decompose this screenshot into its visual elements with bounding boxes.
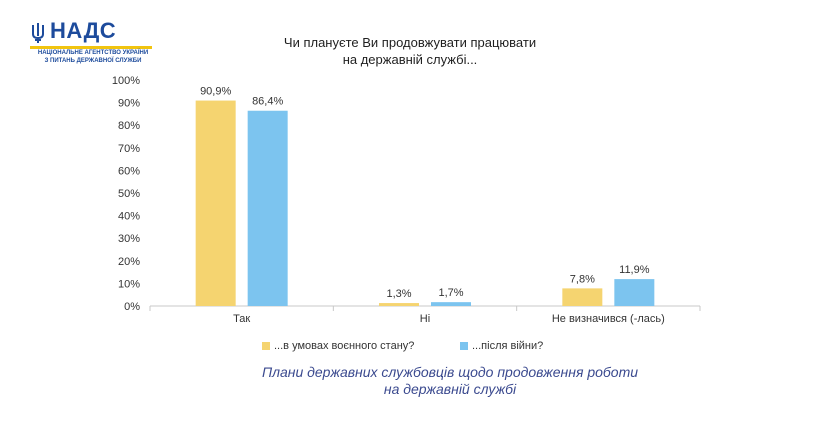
- data-label: 1,7%: [438, 287, 463, 299]
- legend-item-series-2: ...після війни?: [460, 340, 543, 352]
- data-label: 90,9%: [200, 86, 231, 98]
- logo-name: НАДС: [50, 18, 117, 43]
- bar-series-1: [562, 288, 603, 306]
- y-tick-label: 10%: [118, 278, 140, 290]
- logo-subtitle: НАЦІОНАЛЬНЕ АГЕНТСТВО УКРАЇНИ З ПИТАНЬ Д…: [30, 50, 156, 65]
- bar-series-2: [614, 279, 655, 306]
- y-tick-label: 80%: [118, 120, 140, 132]
- chart-title-line1: Чи плануєте Ви продовжувати працювати: [283, 35, 537, 50]
- bar-series-1: [195, 100, 236, 306]
- y-tick-label: 100%: [112, 75, 140, 87]
- caption-line1: Плани державних службовців щодо продовже…: [261, 364, 639, 380]
- x-tick-label: Не визначився (-лась): [552, 313, 665, 325]
- y-tick-label: 0%: [124, 301, 140, 313]
- data-label: 1,3%: [386, 288, 411, 300]
- x-tick-label: Так: [233, 313, 250, 325]
- legend-swatch-series-2: [460, 342, 468, 350]
- legend-item-series-1: ...в умовах воєнного стану?: [262, 340, 414, 352]
- chart-title: Чи плануєте Ви продовжувати працювати на…: [200, 34, 620, 68]
- data-label: 86,4%: [252, 96, 283, 108]
- nads-logo: НАДС НАЦІОНАЛЬНЕ АГЕНТСТВО УКРАЇНИ З ПИТ…: [30, 18, 180, 70]
- y-tick-label: 70%: [118, 143, 140, 155]
- legend-label-series-2: ...після війни?: [472, 340, 544, 352]
- caption-line2: на державній службі: [383, 381, 517, 397]
- logo-subtitle-line2: З ПИТАНЬ ДЕРЖАВНОЇ СЛУЖБИ: [44, 57, 142, 64]
- y-tick-label: 50%: [118, 188, 140, 200]
- logo-subtitle-line1: НАЦІОНАЛЬНЕ АГЕНТСТВО УКРАЇНИ: [37, 50, 149, 56]
- figure-caption: Плани державних службовців щодо продовже…: [230, 364, 670, 398]
- y-tick-label: 90%: [118, 98, 140, 110]
- chart-legend: ...в умовах воєнного стану? ...після вій…: [260, 340, 600, 358]
- x-tick-label: Ні: [420, 313, 430, 325]
- y-tick-label: 20%: [118, 256, 140, 268]
- trident-icon: [32, 23, 44, 43]
- y-tick-label: 30%: [118, 233, 140, 245]
- y-tick-label: 40%: [118, 211, 140, 223]
- data-label: 7,8%: [570, 273, 595, 285]
- legend-swatch-series-1: [262, 342, 270, 350]
- bar-series-1: [379, 303, 419, 306]
- bar-series-2: [247, 110, 288, 307]
- y-tick-label: 60%: [118, 165, 140, 177]
- bar-series-2: [431, 302, 471, 306]
- data-label: 11,9%: [619, 264, 650, 276]
- legend-label-series-1: ...в умовах воєнного стану?: [274, 340, 415, 352]
- chart-title-line2: на державній службі...: [342, 52, 478, 67]
- logo-underline: [30, 46, 152, 49]
